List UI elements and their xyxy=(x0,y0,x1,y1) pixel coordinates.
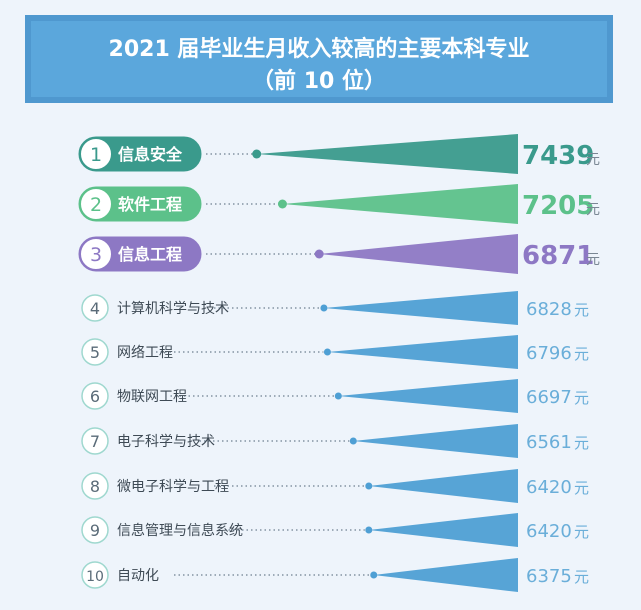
value-bar xyxy=(338,379,518,413)
chart-title: 2021 届毕业生月收入较高的主要本科专业 xyxy=(108,37,530,62)
chart-subtitle: （前 10 位） xyxy=(252,69,386,94)
value-bar xyxy=(373,558,518,592)
value-label: 7205 xyxy=(522,191,594,221)
category-label: 微电子科学与工程 xyxy=(117,479,229,495)
rank-circle xyxy=(81,338,109,366)
rank-circle xyxy=(81,294,109,322)
unit-label: 元 xyxy=(574,301,589,319)
rank-number: 5 xyxy=(90,343,100,362)
value-label: 7439 xyxy=(522,141,594,171)
category-label: 电子科学与技术 xyxy=(117,434,215,450)
value-bar xyxy=(353,424,518,458)
rank-number: 8 xyxy=(90,477,100,496)
value-label: 6828 xyxy=(526,299,572,320)
value-label: 6375 xyxy=(526,566,572,587)
value-label: 6871 xyxy=(522,241,594,271)
category-label: 网络工程 xyxy=(117,345,173,361)
rank-circle xyxy=(79,137,113,171)
unit-label: 元 xyxy=(586,202,600,218)
rank-circle xyxy=(79,187,113,221)
rank-number: 10 xyxy=(86,569,104,585)
unit-label: 元 xyxy=(574,345,589,363)
rank-number: 3 xyxy=(90,244,102,266)
rank-circle xyxy=(81,516,109,544)
rank-number: 1 xyxy=(90,144,102,166)
unit-label: 元 xyxy=(574,568,589,586)
rank-circle xyxy=(79,237,113,271)
category-label: 计算机科学与技术 xyxy=(117,301,229,317)
value-label: 6420 xyxy=(526,521,572,542)
rank-circle xyxy=(81,427,109,455)
rank-number: 7 xyxy=(90,432,100,451)
unit-label: 元 xyxy=(574,479,589,497)
unit-label: 元 xyxy=(586,252,600,268)
unit-label: 元 xyxy=(574,523,589,541)
unit-label: 元 xyxy=(574,434,589,452)
value-bar xyxy=(323,291,518,325)
value-bar xyxy=(368,469,518,503)
value-bar xyxy=(327,335,518,369)
rank-circle xyxy=(81,561,109,589)
value-label: 6796 xyxy=(526,343,572,364)
unit-label: 元 xyxy=(574,389,589,407)
rank-circle xyxy=(81,382,109,410)
value-label: 6561 xyxy=(526,432,572,453)
category-label: 信息安全 xyxy=(118,145,183,164)
category-label: 自动化 xyxy=(117,568,159,584)
category-label: 信息工程 xyxy=(118,245,182,264)
title-banner: 2021 届毕业生月收入较高的主要本科专业 （前 10 位） xyxy=(25,15,613,103)
rank-number: 9 xyxy=(90,521,100,540)
value-bar xyxy=(319,234,518,274)
value-bar xyxy=(256,134,518,174)
rank-number: 4 xyxy=(90,299,100,318)
category-label: 软件工程 xyxy=(118,195,182,214)
value-label: 6420 xyxy=(526,477,572,498)
unit-label: 元 xyxy=(586,152,600,168)
value-label: 6697 xyxy=(526,387,572,408)
value-bar xyxy=(282,184,518,224)
rank-number: 6 xyxy=(90,387,100,406)
category-label: 信息管理与信息系统 xyxy=(117,522,243,539)
rank-number: 2 xyxy=(90,194,102,216)
value-bar xyxy=(368,513,518,547)
rank-circle xyxy=(81,472,109,500)
category-label: 物联网工程 xyxy=(117,389,187,405)
